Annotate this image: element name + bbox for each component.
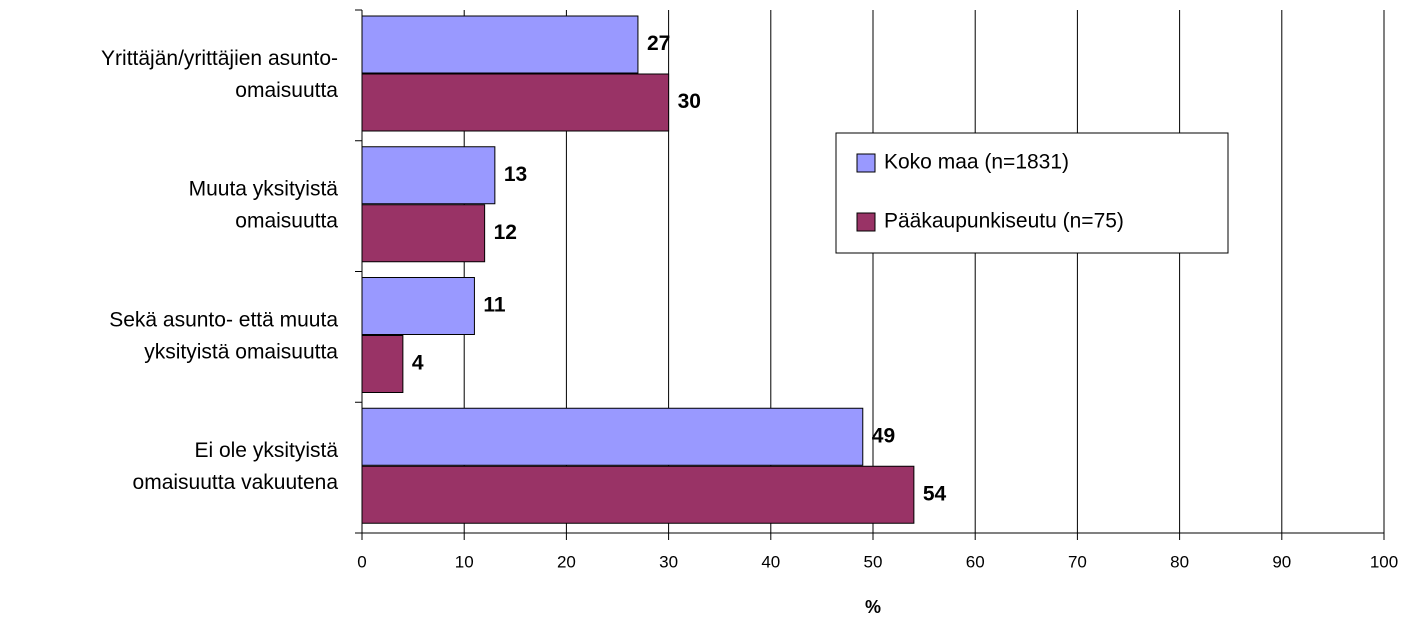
- value-label: 30: [678, 90, 701, 113]
- x-tick-label: 40: [761, 552, 780, 571]
- x-tick-label: 20: [557, 552, 576, 571]
- bar: [361, 15, 639, 74]
- value-label: 12: [494, 221, 517, 244]
- bar: [361, 465, 915, 524]
- x-tick-label: 90: [1272, 552, 1291, 571]
- x-tick-label: 50: [864, 552, 883, 571]
- value-label: 13: [504, 163, 527, 186]
- category-label: omaisuutta: [235, 210, 338, 233]
- x-tick-label: 10: [455, 552, 474, 571]
- bar: [361, 277, 475, 335]
- x-tick-label: 30: [659, 552, 678, 571]
- value-label: 27: [647, 32, 670, 55]
- x-axis-label: %: [865, 597, 881, 617]
- bar: [361, 407, 864, 466]
- legend-label: Koko maa (n=1831): [884, 151, 1069, 174]
- bar: [361, 73, 670, 132]
- bar: [361, 335, 404, 393]
- category-label: Ei ole yksityistä: [194, 439, 338, 462]
- legend-label: Pääkaupunkiseutu (n=75): [884, 210, 1124, 233]
- bar: [361, 204, 486, 263]
- value-label: 54: [923, 482, 947, 505]
- value-label: 11: [483, 294, 506, 317]
- x-tick-label: 100: [1370, 552, 1398, 571]
- x-tick-label: 80: [1170, 552, 1189, 571]
- category-label: omaisuutta vakuutena: [133, 471, 339, 494]
- category-label: Yrittäjän/yrittäjien asunto-: [101, 47, 338, 70]
- category-label: Sekä asunto- että muuta: [109, 308, 338, 331]
- legend-swatch: [856, 212, 876, 232]
- bar: [361, 146, 496, 205]
- category-label: Muuta yksityistä: [189, 178, 339, 201]
- legend-box: [835, 132, 1229, 254]
- value-label: 4: [412, 352, 424, 375]
- legend-swatch: [856, 153, 876, 173]
- x-tick-label: 0: [357, 552, 366, 571]
- category-label: yksityistä omaisuutta: [144, 340, 338, 363]
- x-tick-label: 60: [966, 552, 985, 571]
- value-label: 49: [872, 424, 895, 447]
- category-label: omaisuutta: [235, 79, 338, 102]
- x-tick-label: 70: [1068, 552, 1087, 571]
